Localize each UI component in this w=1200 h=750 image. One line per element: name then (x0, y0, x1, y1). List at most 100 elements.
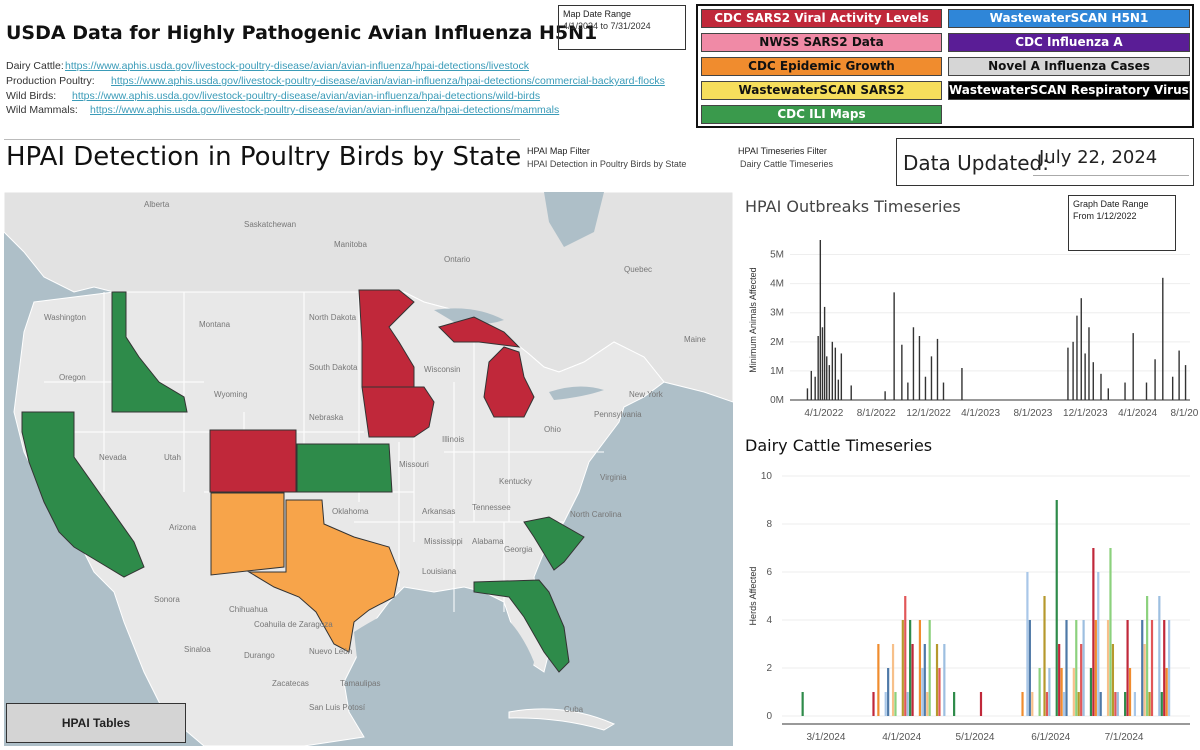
outbreak-bar[interactable] (1092, 362, 1094, 400)
cattle-bar[interactable] (1094, 620, 1097, 716)
outbreak-bar[interactable] (831, 341, 834, 400)
map-filter-dropdown[interactable]: HPAI Detection in Poultry Birds by State (527, 159, 687, 169)
cattle-bar[interactable] (1077, 692, 1080, 716)
outbreak-bar[interactable] (901, 344, 903, 400)
cattle-bar[interactable] (1080, 644, 1083, 716)
state-texas[interactable] (247, 499, 400, 653)
outbreaks-chart[interactable]: Minimum Animals Affected 0M 1M 2M 3M 4M 5M 4/1/… (738, 218, 1198, 428)
outbreak-bar[interactable] (1154, 359, 1156, 400)
outbreak-bar[interactable] (1100, 373, 1102, 400)
cattle-bar[interactable] (901, 620, 904, 716)
cattle-bar[interactable] (943, 644, 946, 716)
cattle-bar[interactable] (909, 620, 912, 716)
state-michigan[interactable] (483, 346, 535, 418)
outbreak-bar[interactable] (942, 382, 945, 400)
state-kansas[interactable] (296, 443, 393, 493)
hpai-tables-button[interactable]: HPAI Tables (6, 703, 186, 743)
cattle-bar[interactable] (918, 620, 922, 716)
state-new-mexico[interactable] (210, 492, 285, 576)
cattle-bar[interactable] (891, 644, 895, 716)
outbreak-bar[interactable] (806, 388, 809, 400)
state-iowa[interactable] (361, 386, 435, 438)
state-minnesota[interactable] (358, 289, 415, 388)
cattle-bar[interactable] (894, 692, 897, 716)
outbreak-bar[interactable] (1124, 382, 1126, 400)
highlighted-states[interactable] (21, 289, 585, 673)
cattle-bar[interactable] (1097, 572, 1100, 716)
nav-button-wastewaterscan-sars2[interactable]: WastewaterSCAN SARS2 (701, 81, 942, 100)
cattle-bar[interactable] (921, 668, 924, 716)
cattle-bar[interactable] (1143, 644, 1146, 716)
cattle-bar[interactable] (1163, 620, 1166, 716)
outbreak-bar[interactable] (893, 292, 895, 400)
outbreak-bar[interactable] (1171, 376, 1174, 400)
outbreak-bar[interactable] (828, 365, 831, 400)
outbreak-bar[interactable] (1178, 350, 1180, 400)
source-link-poultry[interactable]: https://www.aphis.usda.gov/livestock-pou… (111, 75, 665, 87)
outbreak-bar[interactable] (1088, 327, 1090, 400)
cattle-bar[interactable] (1109, 548, 1112, 716)
cattle-bar[interactable] (1048, 668, 1051, 716)
cattle-bar[interactable] (1150, 620, 1154, 716)
cattle-bar[interactable] (1028, 620, 1031, 716)
outbreak-bar[interactable] (1132, 333, 1134, 400)
graph-date-range-box[interactable]: Graph Date Range From 1/12/2022 (1068, 195, 1176, 251)
cattle-bar[interactable] (1168, 620, 1171, 716)
outbreak-bar[interactable] (837, 379, 840, 400)
cattle-bar[interactable] (1031, 692, 1034, 716)
outbreak-bar[interactable] (821, 327, 824, 400)
cattle-bar[interactable] (1089, 668, 1093, 716)
cattle-bar[interactable] (935, 644, 939, 716)
state-california[interactable] (21, 411, 145, 578)
cattle-bar[interactable] (1045, 692, 1049, 716)
cattle-bar[interactable] (1165, 668, 1168, 716)
cattle-bar[interactable] (872, 692, 875, 716)
outbreak-bar[interactable] (884, 391, 886, 400)
outbreak-bar[interactable] (1107, 388, 1109, 400)
cattle-bar[interactable] (1058, 644, 1061, 716)
cattle-bar[interactable] (911, 644, 914, 716)
timeseries-filter-dropdown[interactable]: Dairy Cattle Timeseries (740, 159, 834, 169)
cattle-bar[interactable] (1146, 596, 1149, 716)
outbreak-bar[interactable] (1076, 315, 1078, 400)
nav-button-cdc-sars2-activity[interactable]: CDC SARS2 Viral Activity Levels (701, 9, 942, 28)
state-south-carolina[interactable] (523, 516, 585, 571)
cattle-bar[interactable] (923, 644, 926, 716)
outbreak-bar[interactable] (930, 356, 933, 400)
cattle-bar[interactable] (953, 692, 956, 716)
cattle-bar[interactable] (979, 692, 983, 716)
outbreak-bar[interactable] (918, 336, 921, 400)
state-michigan-up[interactable] (438, 316, 521, 348)
cattle-bar[interactable] (1158, 596, 1161, 716)
outbreak-bar[interactable] (1084, 353, 1086, 400)
cattle-bar[interactable] (1116, 692, 1119, 716)
outbreak-bar[interactable] (834, 347, 837, 400)
cattle-bar[interactable] (938, 668, 941, 716)
outbreak-bar[interactable] (817, 336, 819, 400)
outbreak-bar[interactable] (814, 376, 816, 400)
outbreak-bar[interactable] (850, 385, 852, 400)
nav-button-cdc-influenza-a[interactable]: CDC Influenza A (948, 33, 1190, 52)
cattle-bar[interactable] (1106, 620, 1110, 716)
cattle-bar[interactable] (1099, 692, 1102, 716)
cattle-bar[interactable] (1060, 668, 1063, 716)
cattle-bar[interactable] (1062, 692, 1066, 716)
nav-button-novel-influenza-a[interactable]: Novel A Influenza Cases (948, 57, 1190, 76)
cattle-bar[interactable] (1111, 644, 1115, 716)
cattle-bar[interactable] (1072, 668, 1075, 716)
nav-button-cdc-ili-maps[interactable]: CDC ILI Maps (701, 105, 942, 124)
cattle-bar[interactable] (1075, 620, 1078, 716)
nav-button-wastewaterscan-h5n1[interactable]: WastewaterSCAN H5N1 (948, 9, 1190, 28)
nav-button-nwss-sars2[interactable]: NWSS SARS2 Data (701, 33, 942, 52)
outbreak-bar[interactable] (1145, 382, 1148, 400)
cattle-bar[interactable] (904, 596, 907, 716)
cattle-bar[interactable] (1065, 620, 1068, 716)
outbreak-bar[interactable] (810, 370, 813, 400)
source-link-wild-mammals[interactable]: https://www.aphis.usda.gov/livestock-pou… (90, 104, 560, 116)
cattle-bar[interactable] (1148, 692, 1151, 716)
cattle-bar[interactable] (1133, 692, 1137, 716)
outbreak-bar[interactable] (912, 327, 915, 400)
outbreak-bar[interactable] (961, 368, 963, 400)
outbreak-bar[interactable] (1072, 341, 1074, 400)
cattle-bar[interactable] (926, 692, 929, 716)
